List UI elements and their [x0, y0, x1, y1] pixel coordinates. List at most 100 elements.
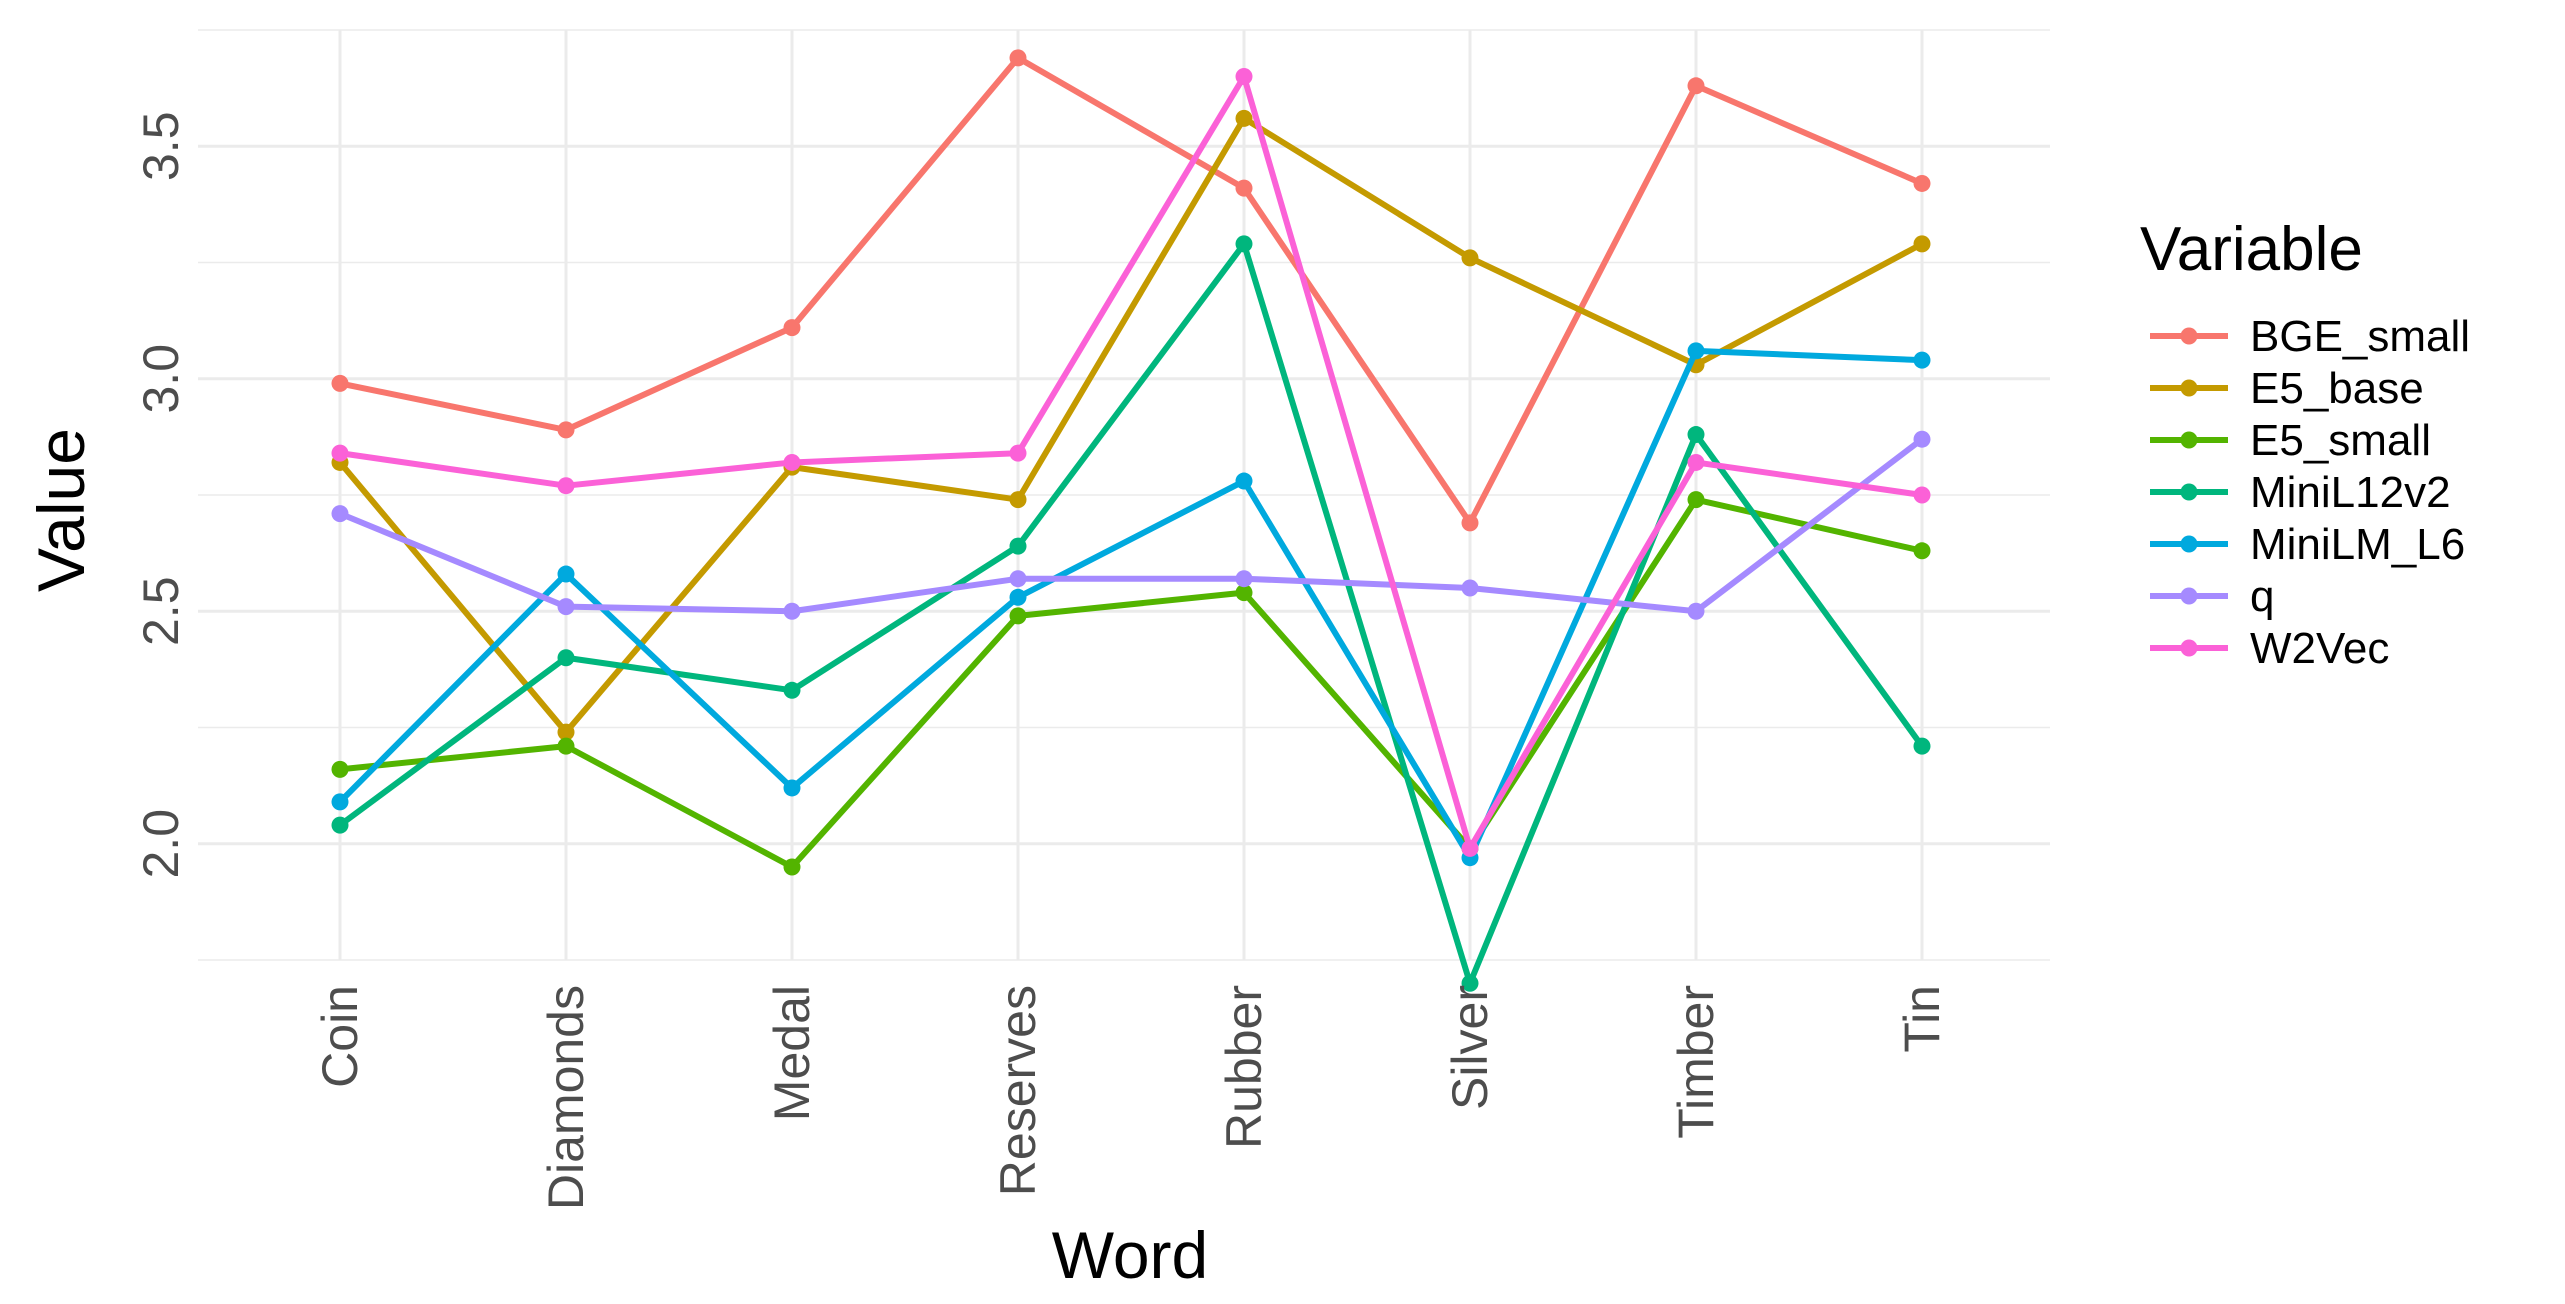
legend-key-point	[2180, 535, 2198, 553]
legend-item: MiniLM_L6	[2150, 520, 2465, 569]
data-point	[1461, 839, 1479, 857]
x-tick-label: Coin	[312, 985, 368, 1088]
data-point	[1009, 588, 1027, 606]
series-W2Vec	[331, 68, 1931, 857]
data-point	[557, 477, 575, 495]
legend: Variable BGE_smallE5_baseE5_smallMiniL12…	[2140, 215, 2470, 673]
data-point	[331, 816, 349, 834]
legend-item: E5_base	[2150, 364, 2424, 413]
data-point	[1009, 537, 1027, 555]
legend-label: MiniLM_L6	[2250, 520, 2465, 569]
series-line	[337, 240, 1925, 987]
legend-item: q	[2150, 572, 2274, 621]
data-point	[1009, 607, 1027, 625]
series-line	[337, 73, 1925, 852]
data-point	[557, 598, 575, 616]
series-line	[337, 115, 1925, 736]
data-point	[1461, 514, 1479, 532]
data-point	[1913, 430, 1931, 448]
x-tick-label: Reserves	[990, 985, 1046, 1196]
series-BGE_small	[331, 49, 1931, 532]
legend-key-point	[2180, 639, 2198, 657]
data-point	[1913, 174, 1931, 192]
legend-label: E5_small	[2250, 416, 2431, 465]
data-point	[1687, 426, 1705, 444]
data-point	[1235, 584, 1253, 602]
data-point	[331, 760, 349, 778]
legend-key-point	[2180, 431, 2198, 449]
data-point	[1235, 570, 1253, 588]
data-point	[331, 444, 349, 462]
data-point	[331, 793, 349, 811]
series-E5_base	[331, 109, 1931, 741]
data-point	[1687, 77, 1705, 95]
legend-item: E5_small	[2150, 416, 2431, 465]
series-lines	[331, 49, 1931, 992]
legend-item: MiniL12v2	[2150, 468, 2451, 517]
data-point	[1235, 472, 1253, 490]
data-point	[1235, 68, 1253, 85]
data-point	[557, 649, 575, 667]
data-point	[1913, 737, 1931, 755]
data-point	[1687, 453, 1705, 471]
data-point	[1913, 235, 1931, 253]
legend-title: Variable	[2140, 215, 2363, 284]
data-point	[557, 421, 575, 439]
x-tick-labels: Coin Diamonds Medal Reserves Rubber Silver Tim…	[312, 985, 1950, 1210]
series-line	[337, 436, 1925, 615]
legend-label: E5_base	[2250, 364, 2424, 413]
data-point	[1009, 570, 1027, 588]
legend-key-point	[2180, 327, 2198, 345]
data-point	[1913, 351, 1931, 369]
data-point	[1009, 49, 1027, 67]
data-point	[783, 319, 801, 337]
y-axis-title: Value	[24, 428, 98, 592]
y-tick-label: 3.0	[133, 344, 189, 414]
data-point	[783, 858, 801, 876]
legend-label: MiniL12v2	[2250, 468, 2451, 517]
data-point	[1235, 109, 1253, 127]
grid	[198, 29, 2050, 961]
data-point	[1461, 974, 1479, 992]
legend-item: BGE_small	[2150, 312, 2470, 361]
x-axis-title: Word	[1052, 1218, 1209, 1292]
x-tick-label: Rubber	[1216, 985, 1272, 1149]
series-line	[337, 54, 1925, 526]
x-tick-label: Timber	[1668, 985, 1724, 1139]
data-point	[783, 453, 801, 471]
data-point	[1461, 579, 1479, 597]
data-point	[1687, 602, 1705, 620]
y-tick-labels: 2.0 2.5 3.0 3.5	[133, 111, 189, 878]
x-tick-label: Diamonds	[538, 985, 594, 1210]
data-point	[1913, 542, 1931, 560]
data-point	[783, 681, 801, 699]
legend-key-point	[2180, 379, 2198, 397]
data-point	[1009, 444, 1027, 462]
legend-label: q	[2250, 572, 2274, 621]
x-tick-label: Tin	[1894, 985, 1950, 1053]
series-q	[331, 430, 1931, 620]
data-point	[1687, 342, 1705, 360]
legend-label: BGE_small	[2250, 312, 2470, 361]
data-point	[1913, 486, 1931, 504]
series-line	[337, 496, 1925, 870]
series-E5_small	[331, 491, 1931, 876]
y-tick-label: 3.5	[133, 111, 189, 181]
data-point	[1687, 491, 1705, 509]
data-point	[783, 602, 801, 620]
data-point	[783, 779, 801, 797]
data-point	[1235, 179, 1253, 197]
data-point	[557, 737, 575, 755]
data-point	[557, 565, 575, 583]
data-point	[1009, 491, 1027, 509]
data-point	[557, 723, 575, 741]
legend-item: W2Vec	[2150, 624, 2389, 673]
y-tick-label: 2.0	[133, 809, 189, 879]
x-tick-label: Medal	[764, 985, 820, 1121]
data-point	[1461, 249, 1479, 267]
legend-key-point	[2180, 587, 2198, 605]
legend-key-point	[2180, 483, 2198, 501]
data-point	[1235, 235, 1253, 253]
data-point	[331, 374, 349, 392]
